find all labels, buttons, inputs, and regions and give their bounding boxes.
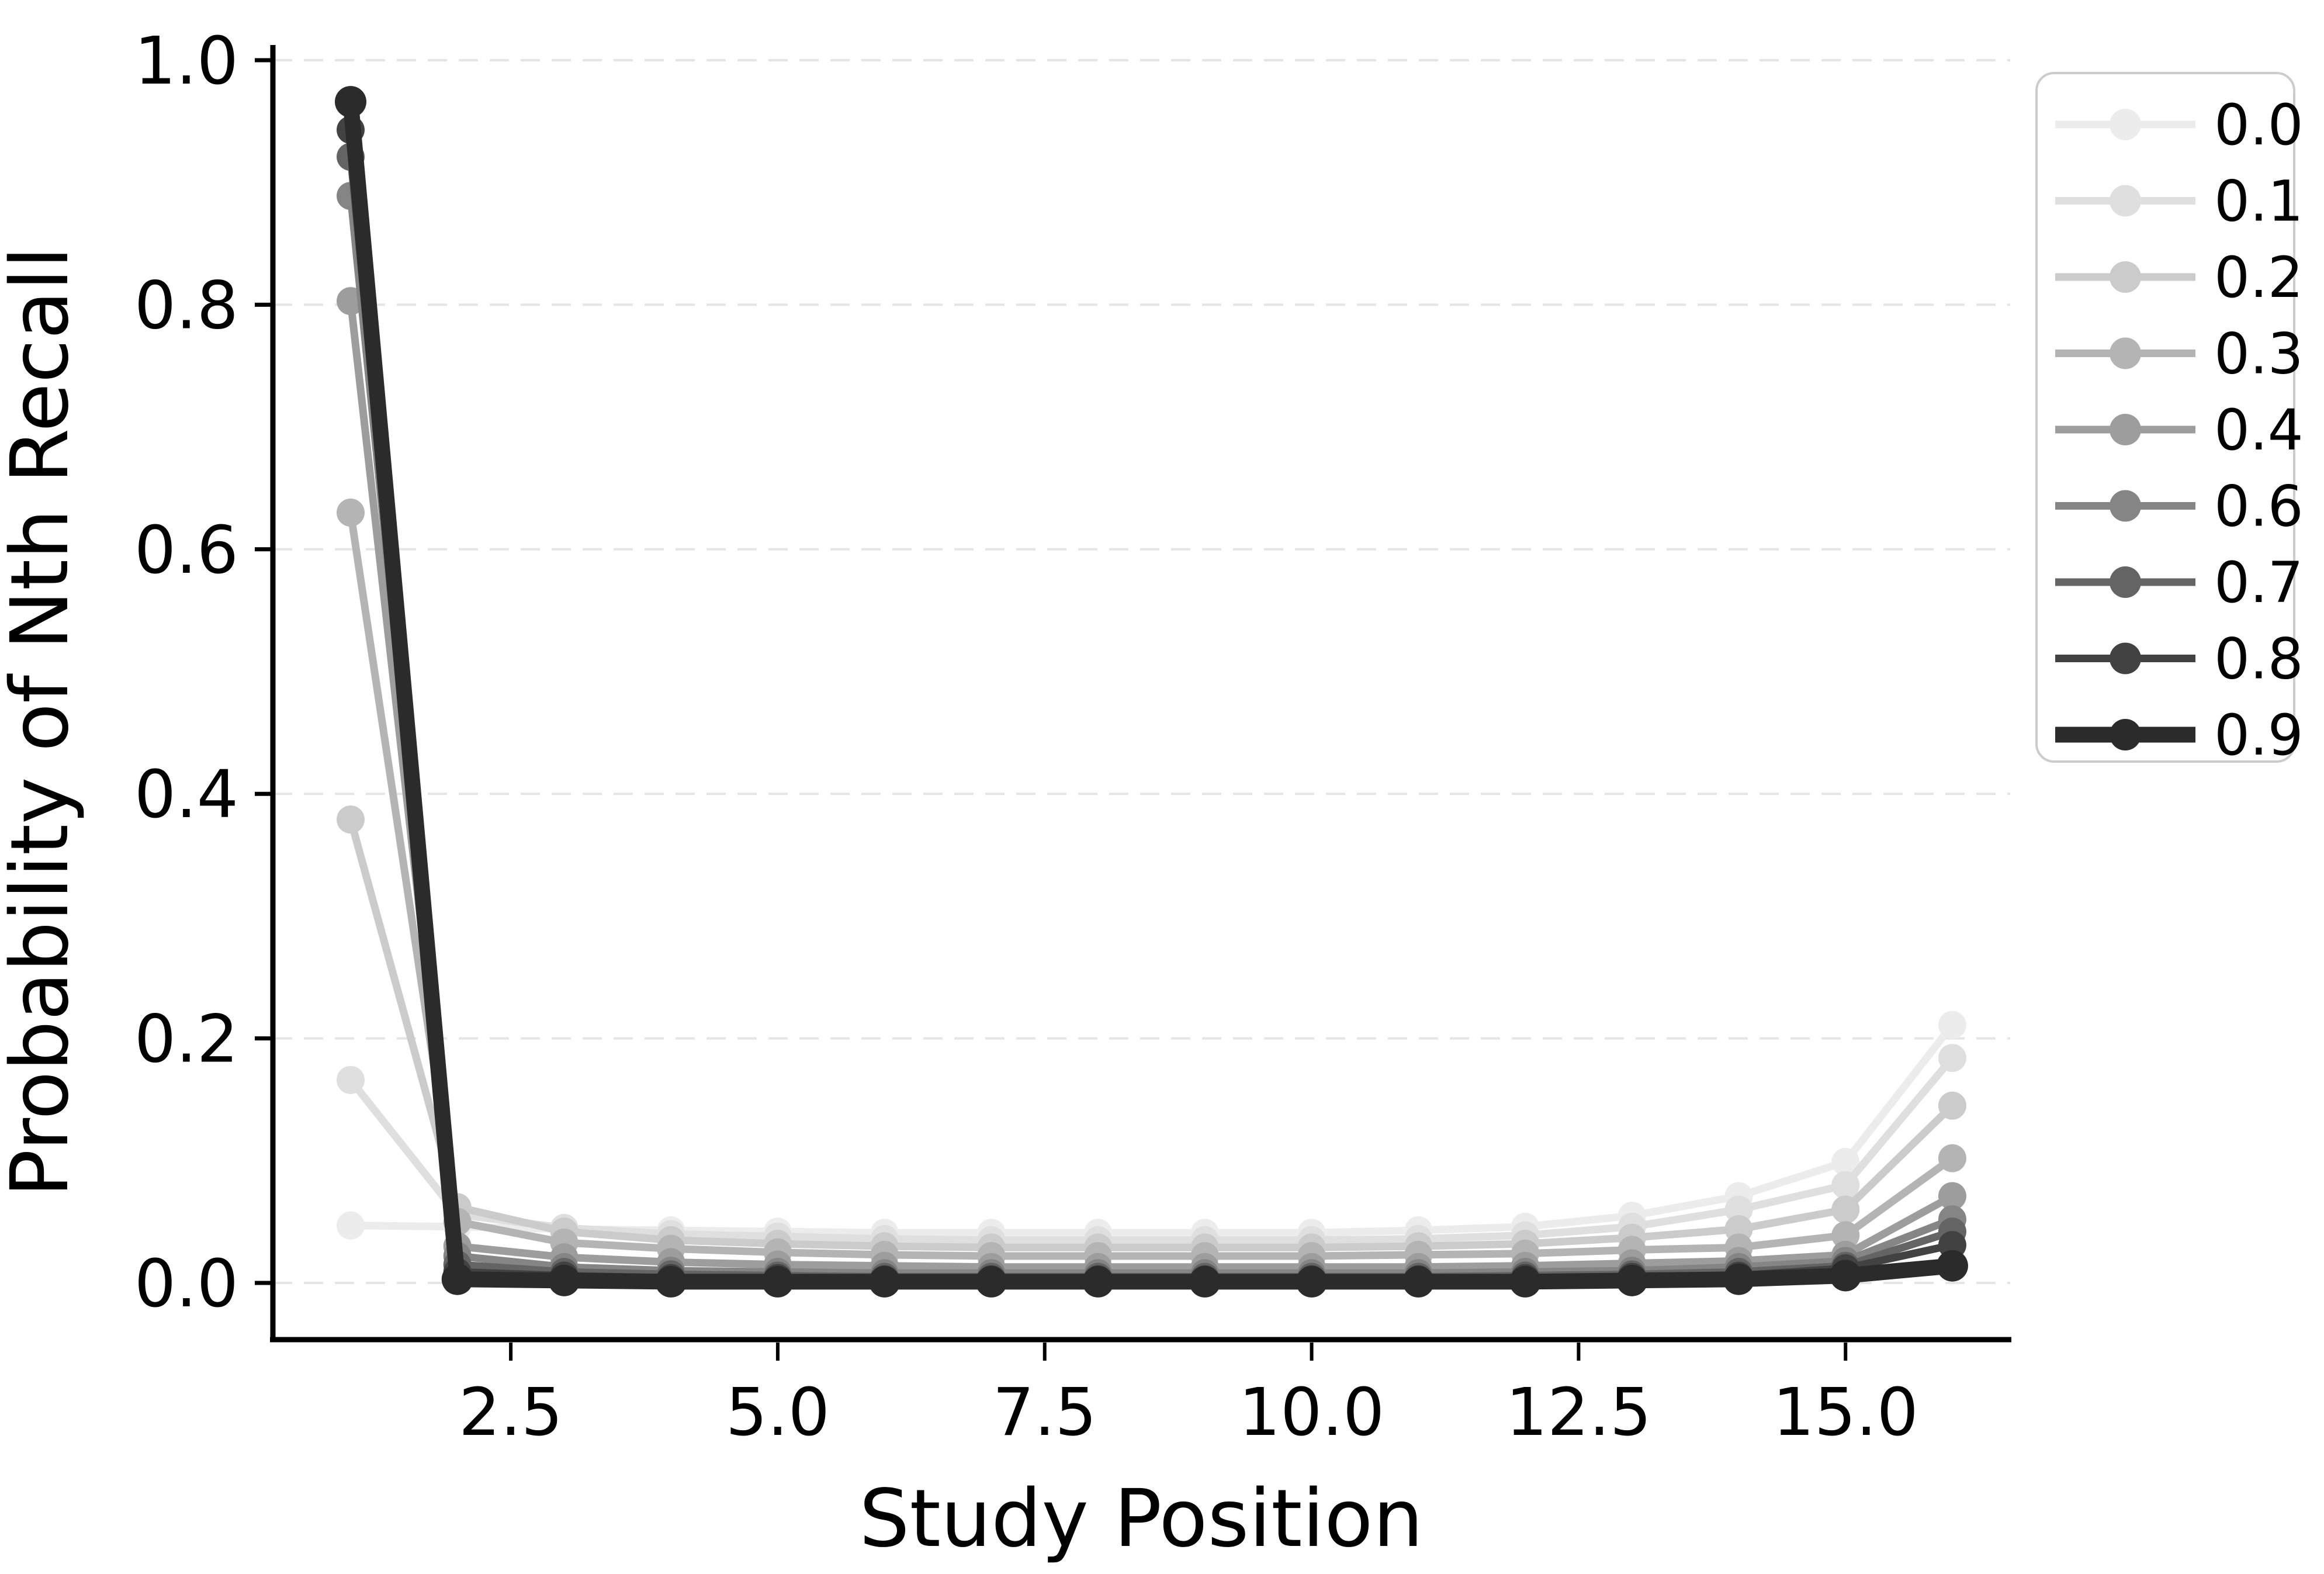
series-marker-0.9-pos-4 bbox=[655, 1265, 687, 1298]
x-axis-label: Study Position bbox=[859, 1473, 1423, 1565]
series-marker-0.2-pos-15 bbox=[1831, 1195, 1860, 1224]
series-line-0.8 bbox=[347, 126, 1956, 1284]
series-marker-0.1-pos-1 bbox=[337, 1066, 365, 1094]
legend-entry-label-0.9: 0.9 bbox=[2214, 703, 2304, 768]
x-tick-label-5.0: 5.0 bbox=[726, 1375, 830, 1451]
series-marker-0.9-pos-13 bbox=[1616, 1264, 1648, 1296]
legend-entry-label-0.2: 0.2 bbox=[2214, 245, 2304, 310]
x-tick-label-7.5: 7.5 bbox=[993, 1375, 1097, 1451]
legend-entry-label-0.7: 0.7 bbox=[2214, 550, 2304, 615]
legend-entry-0.7: 0.7 bbox=[2055, 550, 2304, 615]
legend-entry-0.8: 0.8 bbox=[2055, 627, 2304, 692]
series-marker-0.3-pos-1 bbox=[337, 499, 365, 527]
series-line-0.6 bbox=[347, 192, 1956, 1277]
series-marker-0.9-pos-6 bbox=[868, 1265, 900, 1298]
x-tick-label-2.5: 2.5 bbox=[459, 1375, 563, 1451]
x-tick-label-10.0: 10.0 bbox=[1239, 1375, 1384, 1451]
legend-entry-label-0.8: 0.8 bbox=[2214, 627, 2304, 692]
legend-swatch-marker-0.0 bbox=[2110, 109, 2141, 140]
y-tick-label-0.4: 0.4 bbox=[134, 757, 238, 833]
x-tick-label-15.0: 15.0 bbox=[1773, 1375, 1918, 1451]
series-0.2 bbox=[337, 805, 1966, 1262]
y-tick-label-0.0: 0.0 bbox=[134, 1246, 238, 1322]
series-marker-0.9-pos-5 bbox=[761, 1265, 794, 1298]
series-marker-0.0-pos-1 bbox=[337, 1211, 365, 1240]
series-marker-0.1-pos-14 bbox=[1724, 1195, 1753, 1224]
legend-entry-0.4: 0.4 bbox=[2055, 397, 2304, 463]
series-marker-0.9-pos-16 bbox=[1936, 1250, 1968, 1282]
series-marker-0.3-pos-15 bbox=[1831, 1221, 1860, 1250]
data-series-layer bbox=[335, 86, 1968, 1298]
legend-entry-label-0.4: 0.4 bbox=[2214, 397, 2304, 463]
series-marker-0.9-pos-11 bbox=[1402, 1265, 1435, 1298]
legend-entry-0.1: 0.1 bbox=[2055, 169, 2304, 234]
series-marker-0.9-pos-7 bbox=[975, 1265, 1007, 1298]
legend-swatch-marker-0.1 bbox=[2110, 185, 2141, 217]
legend-swatch-marker-0.9 bbox=[2110, 719, 2141, 750]
series-marker-0.9-pos-10 bbox=[1296, 1265, 1328, 1298]
series-marker-0.4-pos-16 bbox=[1938, 1182, 1966, 1210]
series-marker-0.0-pos-16 bbox=[1938, 1011, 1966, 1039]
gridlines bbox=[273, 59, 2010, 1284]
legend-box: 0.0 0.1 0.2 0.3 0.4 0.6 0.7 0.8 0.9 bbox=[2035, 72, 2304, 768]
legend-entry-label-0.3: 0.3 bbox=[2214, 321, 2304, 387]
series-line-0.4 bbox=[347, 297, 1956, 1271]
series-0.8 bbox=[337, 116, 1966, 1293]
legend-swatch-marker-0.8 bbox=[2110, 642, 2141, 674]
legend-swatch-marker-0.3 bbox=[2110, 337, 2141, 369]
legend-swatch-marker-0.4 bbox=[2110, 414, 2141, 445]
legend-swatch-marker-0.7 bbox=[2110, 566, 2141, 598]
series-0.7 bbox=[337, 143, 1966, 1291]
series-0.4 bbox=[337, 287, 1966, 1281]
series-marker-0.9-pos-12 bbox=[1509, 1265, 1542, 1298]
series-line-0.0 bbox=[347, 1021, 1956, 1237]
y-tick-label-0.8: 0.8 bbox=[134, 268, 238, 344]
series-line-0.1 bbox=[347, 1054, 1956, 1244]
series-0.1 bbox=[337, 1044, 1966, 1254]
series-marker-0.9-pos-9 bbox=[1189, 1265, 1221, 1298]
y-tick-label-0.2: 0.2 bbox=[134, 1002, 238, 1078]
series-marker-0.0-pos-15 bbox=[1831, 1147, 1860, 1176]
series-0.9 bbox=[335, 86, 1968, 1298]
series-marker-0.1-pos-16 bbox=[1938, 1044, 1966, 1073]
series-marker-0.2-pos-16 bbox=[1938, 1091, 1966, 1120]
y-axis-label: Probability of Nth Recall bbox=[0, 247, 86, 1198]
y-tick-label-0.6: 0.6 bbox=[134, 513, 238, 589]
series-marker-0.9-pos-3 bbox=[548, 1264, 580, 1296]
y-axis-tick-labels: 0.0 0.2 0.4 0.6 0.8 1.0 bbox=[134, 23, 238, 1322]
series-marker-0.9-pos-1 bbox=[335, 86, 366, 118]
series-marker-0.9-pos-15 bbox=[1830, 1260, 1862, 1292]
series-line-0.9 bbox=[342, 94, 1961, 1290]
legend-frame bbox=[2035, 72, 2295, 763]
series-marker-0.9-pos-2 bbox=[441, 1263, 473, 1295]
series-line-0.2 bbox=[347, 815, 1956, 1251]
x-axis-ticks bbox=[509, 1343, 1848, 1361]
legend-entry-label-0.1: 0.1 bbox=[2214, 169, 2304, 234]
legend-entry-0.9: 0.9 bbox=[2055, 703, 2304, 768]
series-0.3 bbox=[337, 499, 1966, 1270]
x-tick-label-12.5: 12.5 bbox=[1506, 1375, 1651, 1451]
series-line-0.3 bbox=[347, 508, 1956, 1260]
series-line-0.7 bbox=[347, 153, 1956, 1281]
x-axis-tick-labels: 2.5 5.0 7.5 10.0 12.5 15.0 bbox=[459, 1375, 1918, 1451]
series-marker-0.9-pos-8 bbox=[1082, 1265, 1114, 1298]
legend-entry-label-0.6: 0.6 bbox=[2214, 474, 2304, 539]
y-axis-ticks bbox=[255, 58, 272, 1285]
series-marker-0.3-pos-16 bbox=[1938, 1144, 1966, 1172]
legend-entry-label-0.0: 0.0 bbox=[2214, 92, 2304, 158]
legend-swatch-marker-0.2 bbox=[2110, 261, 2141, 293]
series-marker-0.2-pos-1 bbox=[337, 805, 365, 834]
legend-entry-0.0: 0.0 bbox=[2055, 92, 2304, 158]
legend-entry-0.6: 0.6 bbox=[2055, 474, 2304, 539]
legend-entry-0.2: 0.2 bbox=[2055, 245, 2304, 310]
legend-swatch-marker-0.6 bbox=[2110, 490, 2141, 522]
legend-entry-0.3: 0.3 bbox=[2055, 321, 2304, 387]
series-marker-0.1-pos-15 bbox=[1831, 1171, 1860, 1199]
series-marker-0.9-pos-14 bbox=[1723, 1263, 1755, 1295]
y-tick-label-1.0: 1.0 bbox=[134, 23, 238, 99]
series-0.6 bbox=[337, 182, 1966, 1288]
